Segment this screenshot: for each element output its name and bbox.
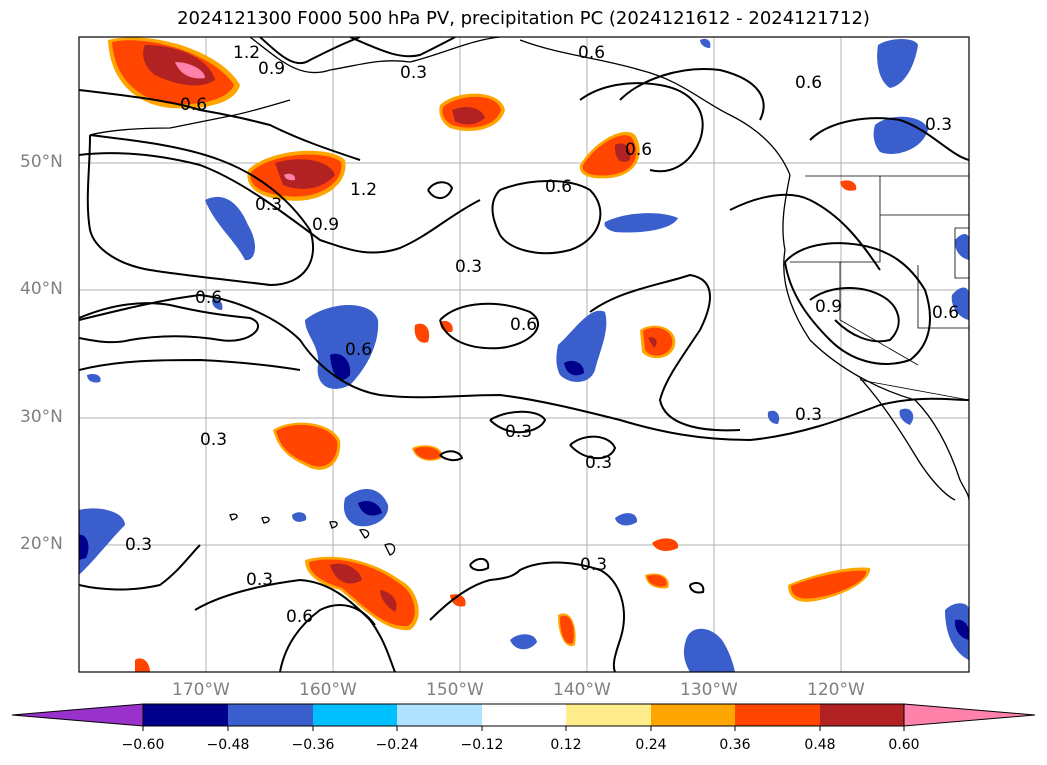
contour-label: 0.9 — [815, 297, 842, 317]
contour-label: 0.6 — [286, 607, 313, 627]
graticule — [79, 37, 969, 672]
contour-label: 0.3 — [505, 422, 532, 442]
contour-label: 0.6 — [795, 73, 822, 93]
contour-label: 0.3 — [255, 195, 282, 215]
colorbar-tick-label: 0.48 — [804, 737, 836, 753]
lat-label: 30°N — [20, 407, 63, 427]
negative-precip-areas — [79, 38, 969, 672]
lon-label: 160°W — [299, 680, 357, 700]
positive-precip-areas — [108, 37, 871, 672]
colorbar-tick-label: −0.24 — [375, 737, 419, 753]
colorbar-tick-label: 0.60 — [888, 737, 920, 753]
lat-label: 50°N — [20, 152, 63, 172]
colorbar-tick-label: −0.36 — [291, 737, 335, 753]
contour-label-group: 1.2 0.9 0.6 0.3 0.6 0.3 0.9 1.2 0.6 0.3 … — [125, 43, 959, 627]
colorbar-tick-label: 0.12 — [550, 737, 582, 753]
contour-label: 0.3 — [246, 570, 273, 590]
colorbar-tick-label: −0.12 — [460, 737, 504, 753]
contour-label: 1.2 — [350, 180, 377, 200]
contour-label: 0.6 — [578, 43, 605, 63]
contour-label: 0.6 — [545, 177, 572, 197]
contour-label: 0.6 — [195, 288, 222, 308]
coastlines — [89, 37, 969, 556]
colorbar-tick-label: 0.36 — [719, 737, 751, 753]
contour-label: 0.6 — [510, 315, 537, 335]
lon-label: 170°W — [172, 680, 230, 700]
lon-label: 130°W — [680, 680, 738, 700]
contour-label: 0.3 — [585, 453, 612, 473]
contour-label: 0.3 — [400, 63, 427, 83]
contour-label: 0.3 — [580, 555, 607, 575]
lat-label: 20°N — [20, 534, 63, 554]
contour-label: 0.6 — [932, 303, 959, 323]
contour-label: 0.3 — [455, 257, 482, 277]
colorbar-tick-label: 0.24 — [635, 737, 667, 753]
contour-label: 0.3 — [795, 405, 822, 425]
lon-label: 120°W — [807, 680, 865, 700]
contour-label: 0.9 — [258, 59, 285, 79]
colorbar-tick-label: −0.60 — [121, 737, 165, 753]
lat-label: 40°N — [20, 279, 63, 299]
lon-label: 150°W — [426, 680, 484, 700]
chart-title: 2024121300 F000 500 hPa PV, precipitatio… — [177, 8, 870, 29]
state-borders — [790, 175, 969, 401]
colorbar-extend-high — [903, 703, 1036, 727]
contour-label: 1.2 — [233, 43, 260, 63]
lon-label: 140°W — [553, 680, 611, 700]
contour-label: 0.6 — [345, 340, 372, 360]
pv-contours — [79, 37, 969, 672]
colorbar-tick-label: −0.48 — [206, 737, 250, 753]
contour-label: 0.6 — [625, 140, 652, 160]
contour-label: 0.3 — [925, 115, 952, 135]
contour-label: 0.9 — [312, 215, 339, 235]
colorbar-extend-low — [11, 703, 144, 727]
contour-label: 0.3 — [200, 430, 227, 450]
contour-label: 0.3 — [125, 535, 152, 555]
colorbar — [11, 703, 1036, 731]
map-background — [79, 37, 969, 672]
map-frame — [78, 36, 970, 673]
contour-label: 0.6 — [180, 95, 207, 115]
